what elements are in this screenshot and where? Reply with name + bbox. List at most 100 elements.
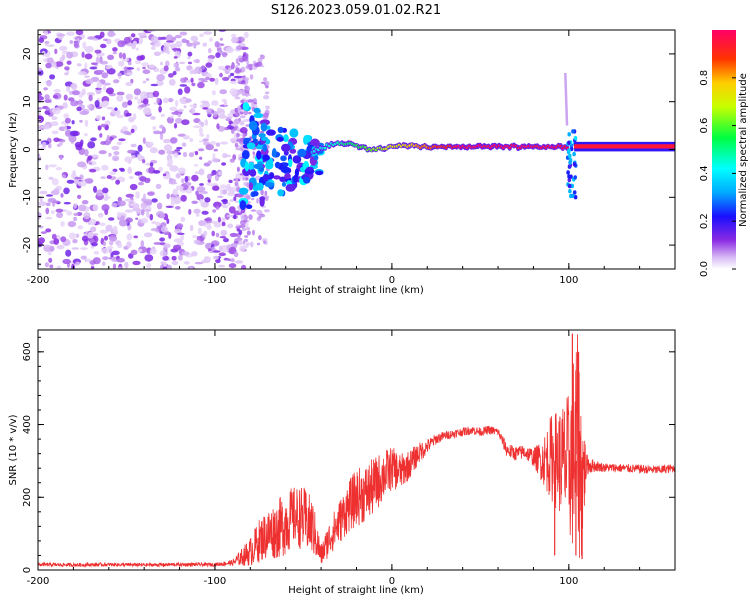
spectrogram-disturbance	[566, 170, 570, 175]
spectrogram-noise-blob	[152, 90, 160, 98]
spectrogram-noise-blob	[170, 137, 178, 144]
spectrogram-noise-blob	[151, 45, 156, 51]
spectrogram-noise-blob	[229, 232, 238, 238]
spectrogram-noise-blob	[218, 171, 223, 176]
spectrogram-noise-blob	[99, 60, 109, 65]
spectrogram-noise-blob	[66, 51, 74, 59]
spectrogram-noise-blob	[160, 226, 168, 233]
spectrogram-noise-blob	[219, 89, 227, 95]
spectrogram-noise-blob	[100, 176, 106, 180]
spectrogram-noise-blob	[175, 40, 183, 48]
spectrogram-noise-blob	[64, 117, 71, 124]
spectrogram-noise-blob	[144, 254, 154, 262]
spectrogram-blob	[294, 168, 299, 178]
spectrogram-noise-blob	[209, 37, 213, 42]
colorbar-label: Normalized spectral amplitude	[738, 73, 749, 227]
spectrogram-noise-blob	[263, 209, 270, 213]
spectrogram-noise-blob	[142, 66, 146, 70]
spectrogram-noise-blob	[176, 223, 184, 229]
spectrogram-noise-blob	[99, 133, 103, 138]
spectrogram-noise-blob	[125, 81, 133, 87]
spectrogram-noise-blob	[87, 231, 94, 239]
spectrogram-blob	[248, 120, 258, 131]
spectrogram-noise-blob	[207, 248, 212, 252]
spectrogram-noise-blob	[209, 77, 215, 82]
spectrogram-noise-blob	[151, 35, 159, 44]
spectrogram-noise-blob	[60, 139, 66, 143]
spectrogram-noise-blob	[183, 105, 187, 109]
spectrogram-carrier-core	[574, 144, 675, 149]
spectrogram-noise-blob	[45, 164, 49, 170]
spectrogram-noise-blob	[219, 236, 227, 239]
spectrogram-noise-blob	[95, 221, 100, 225]
spectrogram-noise-blob	[102, 256, 109, 261]
spectrogram-blob	[283, 134, 289, 143]
spectrogram-noise-blob	[125, 112, 132, 117]
spectrogram-noise-blob	[226, 214, 235, 218]
spectrogram-noise-blob	[264, 80, 270, 86]
spectrogram-noise-blob	[160, 36, 167, 40]
spectrogram-noise-blob	[235, 200, 238, 203]
spectrogram-noise-blob	[263, 240, 266, 244]
spectrogram-noise-blob	[101, 164, 109, 171]
spectrogram-noise-blob	[49, 74, 56, 80]
spectrogram-noise-blob	[85, 78, 94, 85]
spectrogram-noise-blob	[46, 79, 52, 87]
spectrogram-noise-blob	[221, 230, 227, 236]
spectrogram-y-tick-label: -10	[22, 189, 33, 205]
spectrogram-noise-blob	[167, 98, 174, 102]
spectrogram-noise-blob	[222, 198, 228, 205]
spectrogram-blob	[238, 187, 249, 195]
spectrogram-noise-blob	[231, 33, 237, 38]
spectrogram-noise-blob	[240, 99, 245, 104]
spectrogram-noise-blob	[175, 206, 181, 210]
spectrogram-noise-blob	[112, 47, 118, 52]
spectrogram-noise-blob	[222, 154, 232, 158]
snr-panel: -200 -100 0 100 0 200 400 600 Height of straigh…	[8, 329, 676, 596]
spectrogram-noise-blob	[38, 107, 43, 110]
spectrogram-noise-blob	[179, 84, 188, 87]
spectrogram-noise-blob	[38, 67, 43, 72]
spectrogram-noise-blob	[165, 60, 170, 67]
spectrogram-noise-blob	[39, 190, 48, 195]
spectrogram-marks	[38, 30, 675, 269]
spectrogram-noise-blob	[213, 201, 222, 208]
spectrogram-noise-blob	[190, 77, 194, 83]
spectrogram-noise-blob	[51, 107, 61, 115]
spectrogram-noise-blob	[252, 229, 255, 236]
spectrogram-noise-blob	[240, 215, 246, 221]
spectrogram-noise-blob	[81, 235, 89, 242]
spectrogram-x-tick-label: -100	[204, 275, 227, 286]
spectrogram-noise-blob	[45, 228, 52, 233]
spectrogram-noise-blob	[142, 137, 146, 144]
spectrogram-noise-blob	[213, 148, 218, 152]
spectrogram-noise-blob	[168, 181, 178, 185]
spectrogram-noise-blob	[193, 208, 201, 214]
spectrogram-noise-blob	[174, 34, 182, 39]
spectrogram-noise-blob	[250, 241, 254, 248]
spectrogram-noise-blob	[170, 199, 175, 207]
spectrogram-noise-blob	[198, 127, 203, 134]
spectrogram-noise-blob	[163, 261, 167, 267]
spectrogram-noise-blob	[188, 208, 192, 215]
spectrogram-noise-blob	[199, 33, 204, 38]
spectrogram-noise-blob	[124, 261, 129, 269]
spectrogram-noise-blob	[149, 147, 158, 154]
spectrogram-noise-blob	[78, 204, 87, 212]
spectrogram-noise-blob	[233, 75, 242, 79]
spectrogram-noise-blob	[114, 107, 118, 111]
spectrogram-noise-blob	[168, 79, 176, 86]
spectrogram-noise-blob	[146, 211, 150, 219]
spectrogram-noise-blob	[177, 241, 184, 247]
spectrogram-noise-blob	[84, 149, 89, 157]
spectrogram-disturbance	[567, 177, 572, 183]
spectrogram-noise-blob	[73, 212, 79, 217]
spectrogram-noise-blob	[239, 111, 244, 115]
spectrogram-noise-blob	[198, 168, 205, 176]
spectrogram-noise-blob	[38, 92, 43, 96]
spectrogram-disturbance	[568, 189, 572, 194]
spectrogram-noise-blob	[223, 238, 229, 243]
spectrogram-noise-blob	[62, 258, 71, 265]
spectrogram-noise-blob	[77, 161, 86, 168]
